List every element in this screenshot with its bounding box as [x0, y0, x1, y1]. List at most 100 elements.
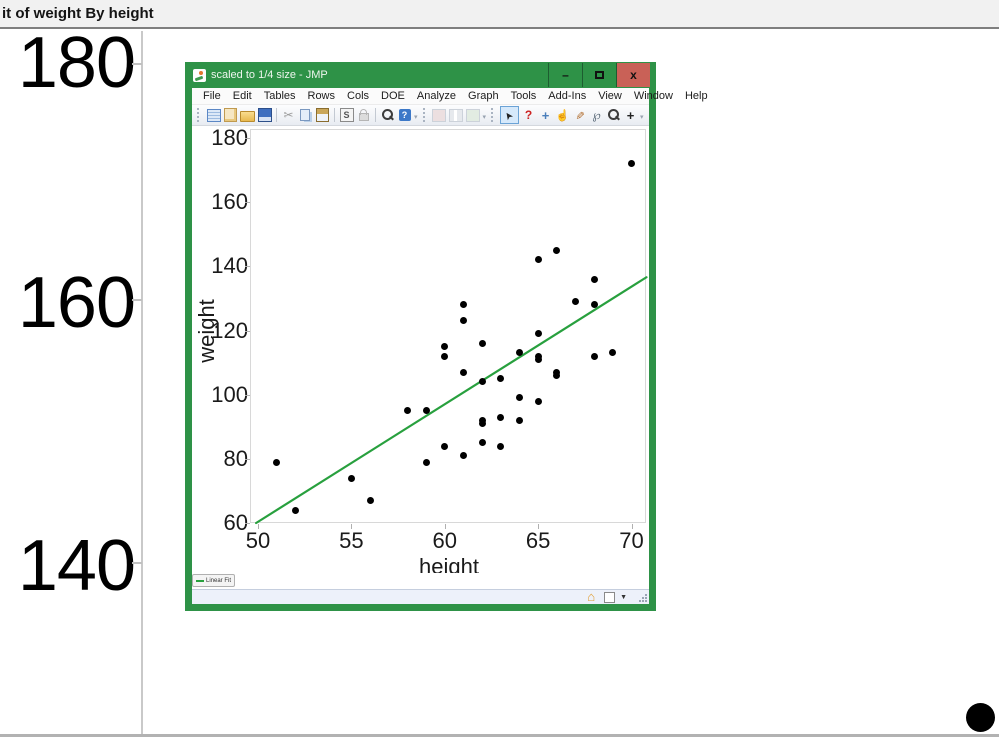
arrow-tool-icon[interactable]: ➤	[500, 106, 520, 124]
maximize-icon	[595, 71, 604, 79]
menu-window[interactable]: Window	[633, 90, 673, 102]
cut-icon[interactable]: ✂	[283, 108, 294, 122]
magnifier-tool-icon[interactable]	[606, 107, 621, 123]
data-point[interactable]	[459, 317, 467, 325]
data-point[interactable]	[590, 352, 598, 360]
data-point[interactable]	[347, 474, 355, 482]
data-point[interactable]	[515, 349, 523, 357]
minimize-button[interactable]: –	[548, 63, 582, 87]
crosshair-tool-icon[interactable]: +	[626, 107, 635, 123]
toolbar-drag-handle[interactable]	[491, 108, 496, 122]
legend-chip[interactable]: Linear Fit	[192, 574, 236, 587]
data-point[interactable]	[422, 458, 430, 466]
data-point[interactable]	[459, 452, 467, 460]
data-point[interactable]	[273, 458, 281, 466]
data-point-large[interactable]	[966, 703, 995, 732]
data-point[interactable]	[590, 275, 598, 283]
add-disabled-icon[interactable]	[466, 107, 481, 123]
toolbar-drag-handle[interactable]	[422, 108, 428, 122]
menu-doe[interactable]: DOE	[381, 90, 405, 102]
menu-tools[interactable]: Tools	[510, 90, 537, 102]
big-y-tick-label: 140	[17, 526, 136, 606]
new-journal-icon[interactable]	[223, 107, 238, 123]
data-point[interactable]	[459, 301, 467, 309]
data-point[interactable]	[553, 246, 561, 254]
menu-view[interactable]: View	[598, 90, 622, 102]
data-point[interactable]	[441, 352, 449, 360]
menu-help[interactable]: Help	[684, 90, 708, 102]
data-point[interactable]	[441, 442, 449, 450]
y-tick-label: 60	[223, 510, 248, 535]
lasso-tool-icon[interactable]: ℘	[592, 108, 601, 122]
data-point[interactable]	[478, 339, 486, 347]
data-point[interactable]	[628, 160, 635, 168]
menu-bar: File Edit Tables Rows Cols DOE Analyze Graph Too…	[192, 88, 708, 105]
script-window-icon[interactable]	[339, 107, 354, 123]
big-y-tick-mark	[132, 299, 142, 301]
data-point[interactable]	[534, 256, 542, 264]
toolbar-overflow-icon[interactable]: ▾	[414, 114, 418, 121]
data-point[interactable]	[403, 407, 411, 415]
home-icon[interactable]: ⌂	[587, 589, 596, 604]
data-point[interactable]	[553, 371, 561, 379]
data-point[interactable]	[478, 420, 486, 428]
data-point[interactable]	[291, 506, 299, 514]
compare-disabled-icon[interactable]	[449, 107, 464, 123]
journal-disabled-icon[interactable]	[432, 107, 447, 123]
menu-file[interactable]: File	[203, 90, 221, 102]
y-tick-label: 140	[211, 253, 248, 279]
data-point[interactable]	[441, 343, 449, 351]
menu-analyze[interactable]: Analyze	[416, 90, 457, 102]
x-tick-label: 70	[619, 528, 644, 553]
status-bar: ⌂ ▼	[192, 589, 649, 604]
brush-tool-icon[interactable]: ✎	[573, 110, 586, 120]
search-icon[interactable]	[380, 107, 395, 123]
data-point[interactable]	[515, 394, 523, 402]
data-point[interactable]	[534, 330, 542, 338]
maximize-button[interactable]	[582, 63, 616, 87]
data-point[interactable]	[534, 355, 542, 363]
data-point[interactable]	[422, 407, 430, 415]
save-icon[interactable]	[257, 107, 272, 123]
close-button[interactable]: x	[616, 63, 650, 87]
data-point[interactable]	[497, 375, 505, 383]
help-icon[interactable]	[397, 107, 412, 123]
data-point[interactable]	[497, 442, 505, 450]
help-tool-icon[interactable]: ?	[524, 108, 533, 122]
data-point[interactable]	[609, 349, 617, 357]
data-point[interactable]	[515, 416, 523, 424]
checkbox[interactable]	[604, 591, 616, 603]
window-title: scaled to 1/4 size - JMP	[211, 69, 328, 81]
toolbar-overflow-icon[interactable]: ▾	[640, 114, 644, 121]
menu-graph[interactable]: Graph	[468, 90, 499, 102]
lock-icon[interactable]	[356, 107, 371, 123]
menu-cols[interactable]: Cols	[347, 90, 370, 102]
data-point[interactable]	[571, 298, 579, 306]
toolbar-overflow-icon[interactable]: ▾	[482, 114, 487, 121]
resize-grip-icon[interactable]	[639, 593, 648, 602]
menu-edit[interactable]: Edit	[232, 90, 252, 102]
menu-rows[interactable]: Rows	[307, 90, 336, 102]
open-icon[interactable]	[240, 107, 255, 123]
window-titlebar[interactable]: scaled to 1/4 size - JMP – x	[192, 62, 650, 88]
data-point[interactable]	[478, 378, 486, 386]
data-point[interactable]	[366, 497, 374, 505]
y-tick-mark	[245, 523, 250, 524]
data-point[interactable]	[534, 397, 542, 405]
copy-icon[interactable]	[298, 107, 313, 123]
dropdown-caret-icon[interactable]: ▼	[620, 593, 627, 601]
toolbar-separator	[334, 108, 335, 122]
data-point[interactable]	[590, 301, 598, 309]
grabber-tool-icon[interactable]: ☝	[555, 109, 570, 122]
data-point[interactable]	[497, 413, 505, 421]
move-tool-icon[interactable]: +	[541, 107, 550, 123]
data-point[interactable]	[478, 439, 486, 447]
toolbar-drag-handle[interactable]	[197, 108, 202, 122]
x-tick-mark	[258, 524, 259, 529]
new-data-table-icon[interactable]	[206, 107, 221, 123]
data-point[interactable]	[459, 368, 467, 376]
menu-tables[interactable]: Tables	[263, 90, 296, 102]
x-tick-mark	[444, 524, 446, 529]
menu-addins[interactable]: Add-Ins	[548, 90, 587, 102]
paste-icon[interactable]	[315, 107, 330, 123]
